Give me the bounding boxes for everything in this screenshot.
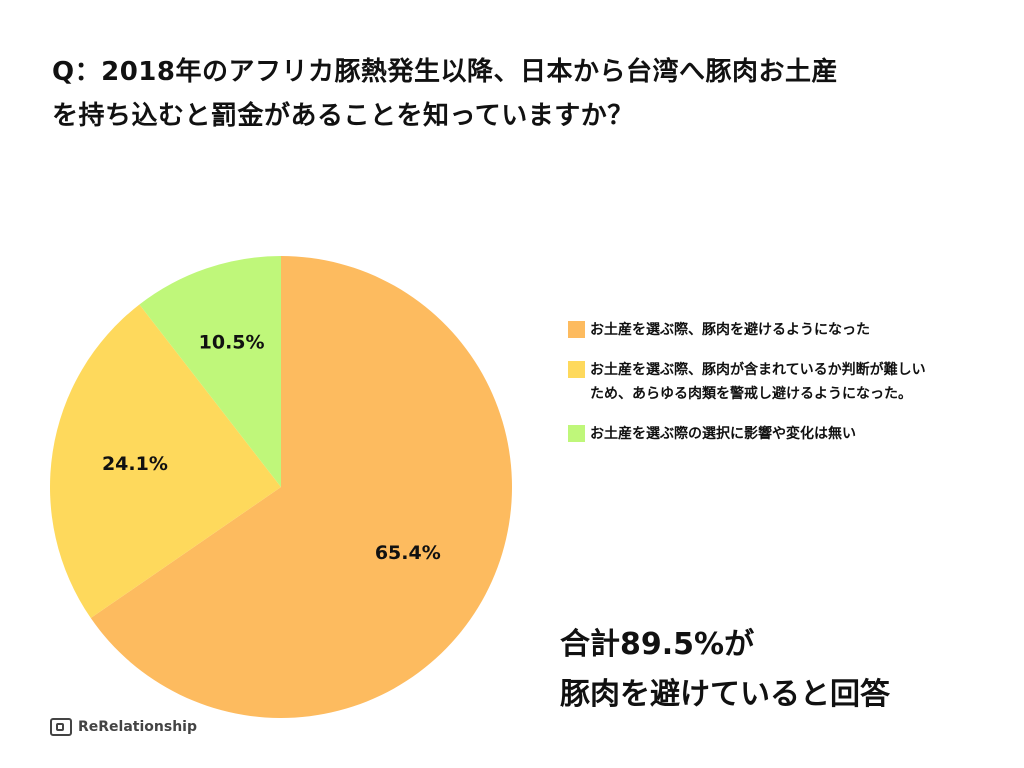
legend-swatch bbox=[568, 361, 585, 378]
legend-entry: お土産を選ぶ際の選択に影響や変化は無い bbox=[568, 422, 948, 446]
legend-label: お土産を選ぶ際の選択に影響や変化は無い bbox=[590, 426, 856, 442]
pie-data-label: 10.5% bbox=[199, 331, 265, 353]
chart-title-line-1: Q：2018年のアフリカ豚熱発生以降、日本から台湾へ豚肉お土産 bbox=[52, 57, 838, 87]
summary-line-2: 豚肉を避けていると回答 bbox=[560, 677, 890, 712]
summary-callout: 合計89.5%が 豚肉を避けていると回答 bbox=[560, 620, 1000, 720]
pie-data-labels: 65.4% 24.1% 10.5% bbox=[102, 331, 441, 564]
legend-swatch bbox=[568, 425, 585, 442]
pie-data-label: 65.4% bbox=[375, 542, 441, 564]
legend-entry: お土産を選ぶ際、豚肉を避けるようになった bbox=[568, 318, 948, 342]
pie-slices bbox=[49, 256, 512, 718]
legend-entry: お土産を選ぶ際、豚肉が含まれているか判断が難しいため、あらゆる肉類を警戒し避ける… bbox=[568, 358, 948, 406]
pie-slice bbox=[139, 256, 281, 487]
brand-name: ReRelationship bbox=[78, 719, 197, 735]
pie-data-label: 24.1% bbox=[102, 453, 168, 475]
legend-swatch bbox=[568, 321, 585, 338]
pie-slice bbox=[90, 256, 512, 718]
chart-title: Q：2018年のアフリカ豚熱発生以降、日本から台湾へ豚肉お土産 を持ち込むと罰金… bbox=[52, 50, 972, 138]
chart-legend: お土産を選ぶ際、豚肉を避けるようになったお土産を選ぶ際、豚肉が含まれているか判断… bbox=[568, 318, 948, 462]
brand: ReRelationship bbox=[50, 718, 197, 736]
chart-title-line-2: を持ち込むと罰金があることを知っていますか？ bbox=[52, 101, 634, 131]
pie-slice bbox=[49, 304, 282, 619]
legend-label: お土産を選ぶ際、豚肉を避けるようになった bbox=[590, 322, 870, 338]
summary-line-1: 合計89.5%が bbox=[560, 627, 755, 662]
legend-label: お土産を選ぶ際、豚肉が含まれているか判断が難しいため、あらゆる肉類を警戒し避ける… bbox=[590, 362, 926, 402]
rerelationship-logo-icon bbox=[50, 718, 72, 736]
